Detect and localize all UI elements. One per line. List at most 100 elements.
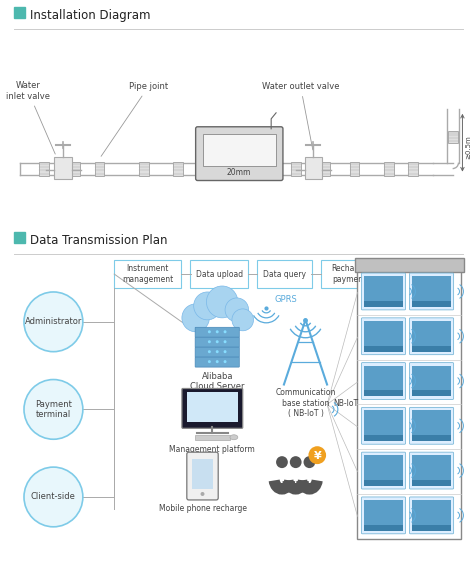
Bar <box>291 162 301 176</box>
Bar <box>355 258 465 272</box>
FancyBboxPatch shape <box>187 452 218 500</box>
FancyBboxPatch shape <box>410 408 454 444</box>
Text: Water
inlet valve: Water inlet valve <box>6 82 55 154</box>
FancyBboxPatch shape <box>410 452 454 489</box>
Circle shape <box>208 330 211 333</box>
FancyBboxPatch shape <box>195 337 239 347</box>
Circle shape <box>208 350 211 353</box>
Text: Water outlet valve: Water outlet valve <box>262 82 339 150</box>
Bar <box>173 162 183 176</box>
Text: Payment
terminal: Payment terminal <box>35 400 72 419</box>
FancyBboxPatch shape <box>195 347 239 357</box>
FancyBboxPatch shape <box>361 452 406 489</box>
Bar <box>412 435 451 441</box>
Text: NB-IoT: NB-IoT <box>333 400 358 409</box>
Text: Recharge
payment: Recharge payment <box>332 264 368 284</box>
Circle shape <box>207 286 238 318</box>
Bar <box>187 393 238 422</box>
Bar <box>320 162 330 176</box>
Circle shape <box>24 380 83 439</box>
Text: 20mm: 20mm <box>227 168 251 177</box>
Circle shape <box>224 340 227 343</box>
FancyBboxPatch shape <box>410 363 454 400</box>
Bar <box>365 435 402 441</box>
FancyBboxPatch shape <box>361 408 406 444</box>
Bar <box>350 162 359 176</box>
Text: Management platform: Management platform <box>169 445 255 454</box>
Bar <box>365 276 402 303</box>
FancyBboxPatch shape <box>410 497 454 534</box>
Circle shape <box>290 456 301 468</box>
FancyBboxPatch shape <box>410 318 454 355</box>
Text: Data upload: Data upload <box>196 270 243 279</box>
Bar <box>412 390 451 397</box>
Circle shape <box>232 309 254 331</box>
Text: Instrument
management: Instrument management <box>122 264 173 284</box>
Bar <box>412 345 451 352</box>
Bar <box>412 480 451 486</box>
Text: Alibaba
Cloud Server: Alibaba Cloud Server <box>190 372 245 391</box>
Circle shape <box>216 350 219 353</box>
Bar <box>365 480 402 486</box>
Circle shape <box>225 298 248 322</box>
Text: Mobile phone recharge: Mobile phone recharge <box>158 504 246 513</box>
Circle shape <box>24 467 83 527</box>
FancyBboxPatch shape <box>361 318 406 355</box>
Bar <box>365 500 402 527</box>
Text: ¥: ¥ <box>313 451 321 461</box>
Circle shape <box>208 340 211 343</box>
Circle shape <box>303 456 315 468</box>
Bar <box>365 301 402 307</box>
Text: Pipe joint: Pipe joint <box>101 82 168 156</box>
Text: Installation Diagram: Installation Diagram <box>30 9 150 22</box>
Bar <box>365 525 402 531</box>
Bar <box>412 455 451 482</box>
Text: Data Transmission Plan: Data Transmission Plan <box>30 234 167 247</box>
FancyBboxPatch shape <box>195 327 239 337</box>
Circle shape <box>194 292 221 320</box>
Bar <box>409 162 418 176</box>
Bar <box>195 435 230 440</box>
FancyBboxPatch shape <box>361 497 406 534</box>
Bar <box>39 162 48 176</box>
Circle shape <box>224 360 227 363</box>
Ellipse shape <box>230 435 238 439</box>
Bar <box>412 365 451 393</box>
Bar <box>412 410 451 437</box>
FancyBboxPatch shape <box>361 273 406 310</box>
Bar <box>55 157 72 178</box>
FancyBboxPatch shape <box>190 259 248 288</box>
FancyBboxPatch shape <box>257 259 312 288</box>
FancyBboxPatch shape <box>14 7 25 18</box>
Text: Data query: Data query <box>263 270 306 279</box>
FancyBboxPatch shape <box>114 259 182 288</box>
Bar <box>448 131 457 142</box>
Bar <box>365 410 402 437</box>
Bar <box>191 459 213 489</box>
Bar <box>365 321 402 348</box>
FancyBboxPatch shape <box>410 273 454 310</box>
Circle shape <box>276 456 288 468</box>
Text: Client-side: Client-side <box>31 492 76 502</box>
Bar <box>95 162 104 176</box>
Bar <box>70 162 80 176</box>
Bar <box>365 455 402 482</box>
Bar <box>365 390 402 397</box>
Circle shape <box>224 330 227 333</box>
Bar <box>412 525 451 531</box>
Bar <box>365 365 402 393</box>
Circle shape <box>208 360 211 363</box>
Circle shape <box>216 340 219 343</box>
Bar <box>365 345 402 352</box>
FancyBboxPatch shape <box>195 357 239 367</box>
FancyBboxPatch shape <box>196 127 283 181</box>
Bar <box>357 270 462 539</box>
Circle shape <box>309 446 326 464</box>
Circle shape <box>201 492 204 496</box>
Text: ≥0.5m: ≥0.5m <box>465 135 471 158</box>
Text: Administrator: Administrator <box>25 317 82 326</box>
FancyBboxPatch shape <box>321 259 379 288</box>
Circle shape <box>224 350 227 353</box>
Bar <box>412 500 451 527</box>
Text: GPRS: GPRS <box>274 295 297 304</box>
